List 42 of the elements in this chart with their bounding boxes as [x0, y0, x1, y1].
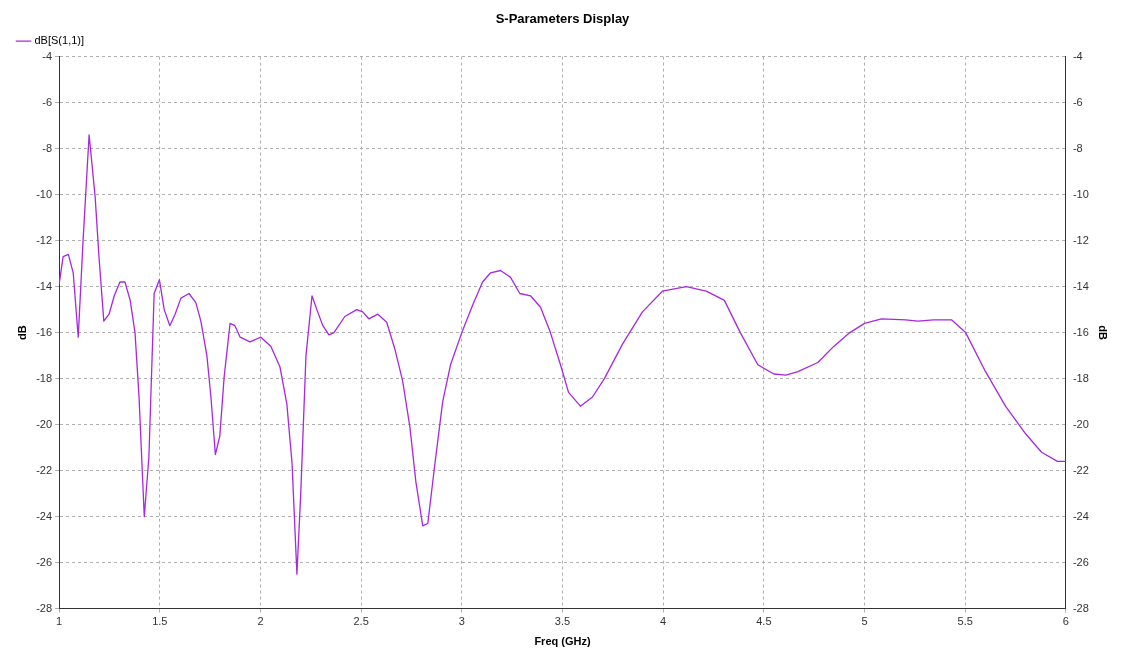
y-tick-label: -8 [42, 141, 53, 154]
y-tick-label: -28 [36, 601, 53, 614]
y2-tick-label: -20 [1072, 417, 1089, 430]
x-tick-label: 1.5 [152, 615, 168, 628]
x-tick-label: 3 [458, 615, 465, 628]
x-tick-label: 2 [257, 615, 264, 628]
y2-tick-label: -4 [1072, 49, 1083, 62]
y2-tick-label: -22 [1072, 463, 1089, 476]
y-tick-label: -18 [36, 371, 53, 384]
x-axis-title: Freq (GHz) [534, 635, 591, 648]
y-tick-label: -14 [36, 279, 53, 292]
y2-tick-label: -24 [1072, 509, 1089, 522]
y2-tick-label: -6 [1072, 95, 1083, 108]
y-tick-label: -6 [42, 95, 53, 108]
y-tick-label: -24 [36, 509, 53, 522]
y-tick-label: -20 [36, 417, 53, 430]
x-tick-label: 4 [660, 615, 667, 628]
x-tick-label: 6 [1062, 615, 1069, 628]
x-tick-label: 5.5 [957, 615, 973, 628]
x-tick-label: 4.5 [756, 615, 772, 628]
y-tick-label: -10 [36, 187, 53, 200]
y2-axis-title: dB [1097, 325, 1110, 340]
y2-tick-label: -10 [1072, 187, 1089, 200]
y-tick-label: -4 [42, 49, 53, 62]
y2-tick-label: -18 [1072, 371, 1089, 384]
y2-tick-label: -8 [1072, 141, 1083, 154]
chart-title: S-Parameters Display [495, 11, 631, 27]
x-tick-label: 1 [56, 615, 63, 628]
y2-tick-label: -16 [1072, 325, 1089, 338]
y-tick-label: -12 [36, 233, 53, 246]
y2-tick-label: -12 [1072, 233, 1089, 246]
y-axis-title: dB [15, 325, 28, 340]
y2-tick-label: -26 [1072, 555, 1089, 568]
x-tick-label: 2.5 [353, 615, 369, 628]
y2-tick-label: -14 [1072, 279, 1089, 292]
x-tick-label: 3.5 [554, 615, 571, 628]
x-tick-label: 5 [861, 615, 868, 628]
legend-label: dB[S(1,1)] [34, 34, 85, 47]
y-tick-label: -26 [36, 555, 53, 568]
y-tick-label: -16 [36, 325, 53, 338]
y2-tick-label: -28 [1072, 601, 1089, 614]
y-tick-label: -22 [36, 463, 53, 476]
